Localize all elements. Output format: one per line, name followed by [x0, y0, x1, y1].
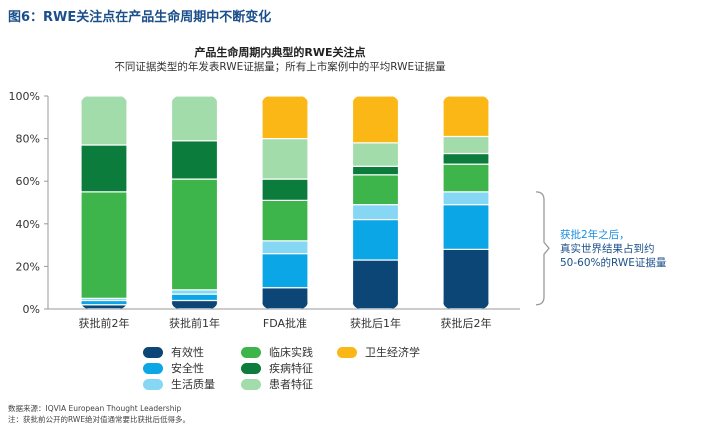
legend-swatch: [337, 346, 357, 358]
bar-segment: [171, 178, 218, 291]
x-tick-label: 获批后1年: [350, 316, 401, 330]
bar-segment: [81, 304, 127, 309]
legend-label: 安全性: [171, 362, 204, 375]
bar-segment: [262, 287, 308, 309]
x-tick-label: 获批前1年: [169, 316, 220, 330]
bar-stack: [443, 96, 489, 309]
chart-annotation: 获批2年之后， 真实世界结果占到约 50-60%的RWE证据量: [560, 228, 700, 270]
bar-segment: [352, 165, 399, 176]
bar-segment: [262, 138, 308, 180]
chart-subtitle: 不同证据类型的年发表RWE证据量；所有上市案例中的平均RWE证据量: [114, 61, 446, 73]
footnote: 注：获批前公开的RWE绝对值通常要比获批后低得多。: [8, 415, 191, 424]
legend-label: 临床实践: [269, 346, 313, 359]
legend-item: 有效性: [143, 344, 204, 360]
legend-item: 临床实践: [241, 344, 313, 360]
bar-segment: [81, 96, 127, 146]
legend-label: 有效性: [171, 346, 204, 359]
legend-item: 疾病特征: [241, 360, 313, 376]
bar-segment: [262, 240, 308, 255]
legend-swatch: [143, 346, 163, 358]
legend-swatch: [241, 378, 261, 390]
bar-segment: [443, 248, 489, 309]
y-tick-label: 0%: [23, 303, 40, 316]
bar-segment: [352, 204, 399, 221]
annotation-line-3: 50-60%的RWE证据量: [560, 257, 667, 269]
legend-swatch: [241, 362, 261, 374]
bar-segment: [352, 174, 399, 206]
bar-segment: [443, 163, 489, 193]
chart-legend: 有效性安全性生活质量 临床实践疾病特征患者特征 卫生经济学: [143, 344, 463, 394]
bar-segment: [171, 289, 218, 295]
bar-stack: [262, 96, 308, 309]
y-tick-label: 20%: [16, 260, 40, 273]
bar-segment: [443, 135, 489, 155]
y-tick-label: 60%: [16, 175, 40, 188]
legend-label: 患者特征: [269, 378, 313, 391]
y-tick-label: 40%: [16, 218, 40, 231]
legend-item: 患者特征: [241, 376, 313, 392]
bar-stack: [352, 96, 399, 309]
bar-stack: [171, 96, 218, 309]
bar-segment: [443, 96, 489, 138]
bar-segment: [443, 152, 489, 165]
bar-segment: [262, 96, 308, 140]
bar-stack: [81, 96, 127, 309]
legend-swatch: [143, 362, 163, 374]
bar-segment: [262, 253, 308, 289]
y-tick-label: 80%: [16, 133, 40, 146]
chart-title: 产品生命周期内典型的RWE关注点: [194, 46, 366, 59]
bar-segment: [352, 96, 399, 144]
annotation-line-1: 获批2年之后，: [560, 229, 630, 241]
bar-segment: [171, 299, 218, 309]
source-note: 数据来源：IQVIA European Thought Leadership: [8, 404, 182, 413]
bar-segment: [171, 96, 218, 142]
bar-segment: [443, 191, 489, 206]
legend-item: 卫生经济学: [337, 344, 420, 360]
bar-segment: [352, 142, 399, 167]
bar-segment: [81, 299, 127, 306]
bar-segment: [262, 199, 308, 242]
bar-segment: [262, 178, 308, 201]
legend-swatch: [241, 346, 261, 358]
legend-label: 卫生经济学: [365, 346, 420, 359]
legend-swatch: [143, 378, 163, 390]
bar-segment: [352, 259, 399, 309]
figure-title: 图6：RWE关注点在产品生命周期中不断变化: [8, 10, 272, 25]
legend-label: 生活质量: [171, 378, 215, 391]
bar-segment: [81, 191, 127, 299]
legend-item: 安全性: [143, 360, 204, 376]
x-tick-label: 获批前2年: [79, 316, 130, 330]
annotation-line-2: 真实世界结果占到约: [560, 243, 655, 255]
bar-segment: [352, 218, 399, 261]
x-tick-label: 获批后2年: [441, 316, 492, 330]
y-tick-label: 100%: [9, 90, 40, 103]
bar-segment: [443, 204, 489, 250]
bar-segment: [81, 144, 127, 193]
x-tick-label: FDA批准: [263, 316, 307, 330]
legend-item: 生活质量: [143, 376, 215, 392]
bar-segment: [171, 140, 218, 180]
bar-segment: [171, 293, 218, 302]
annotation-bracket: [535, 191, 550, 306]
legend-label: 疾病特征: [269, 362, 313, 375]
